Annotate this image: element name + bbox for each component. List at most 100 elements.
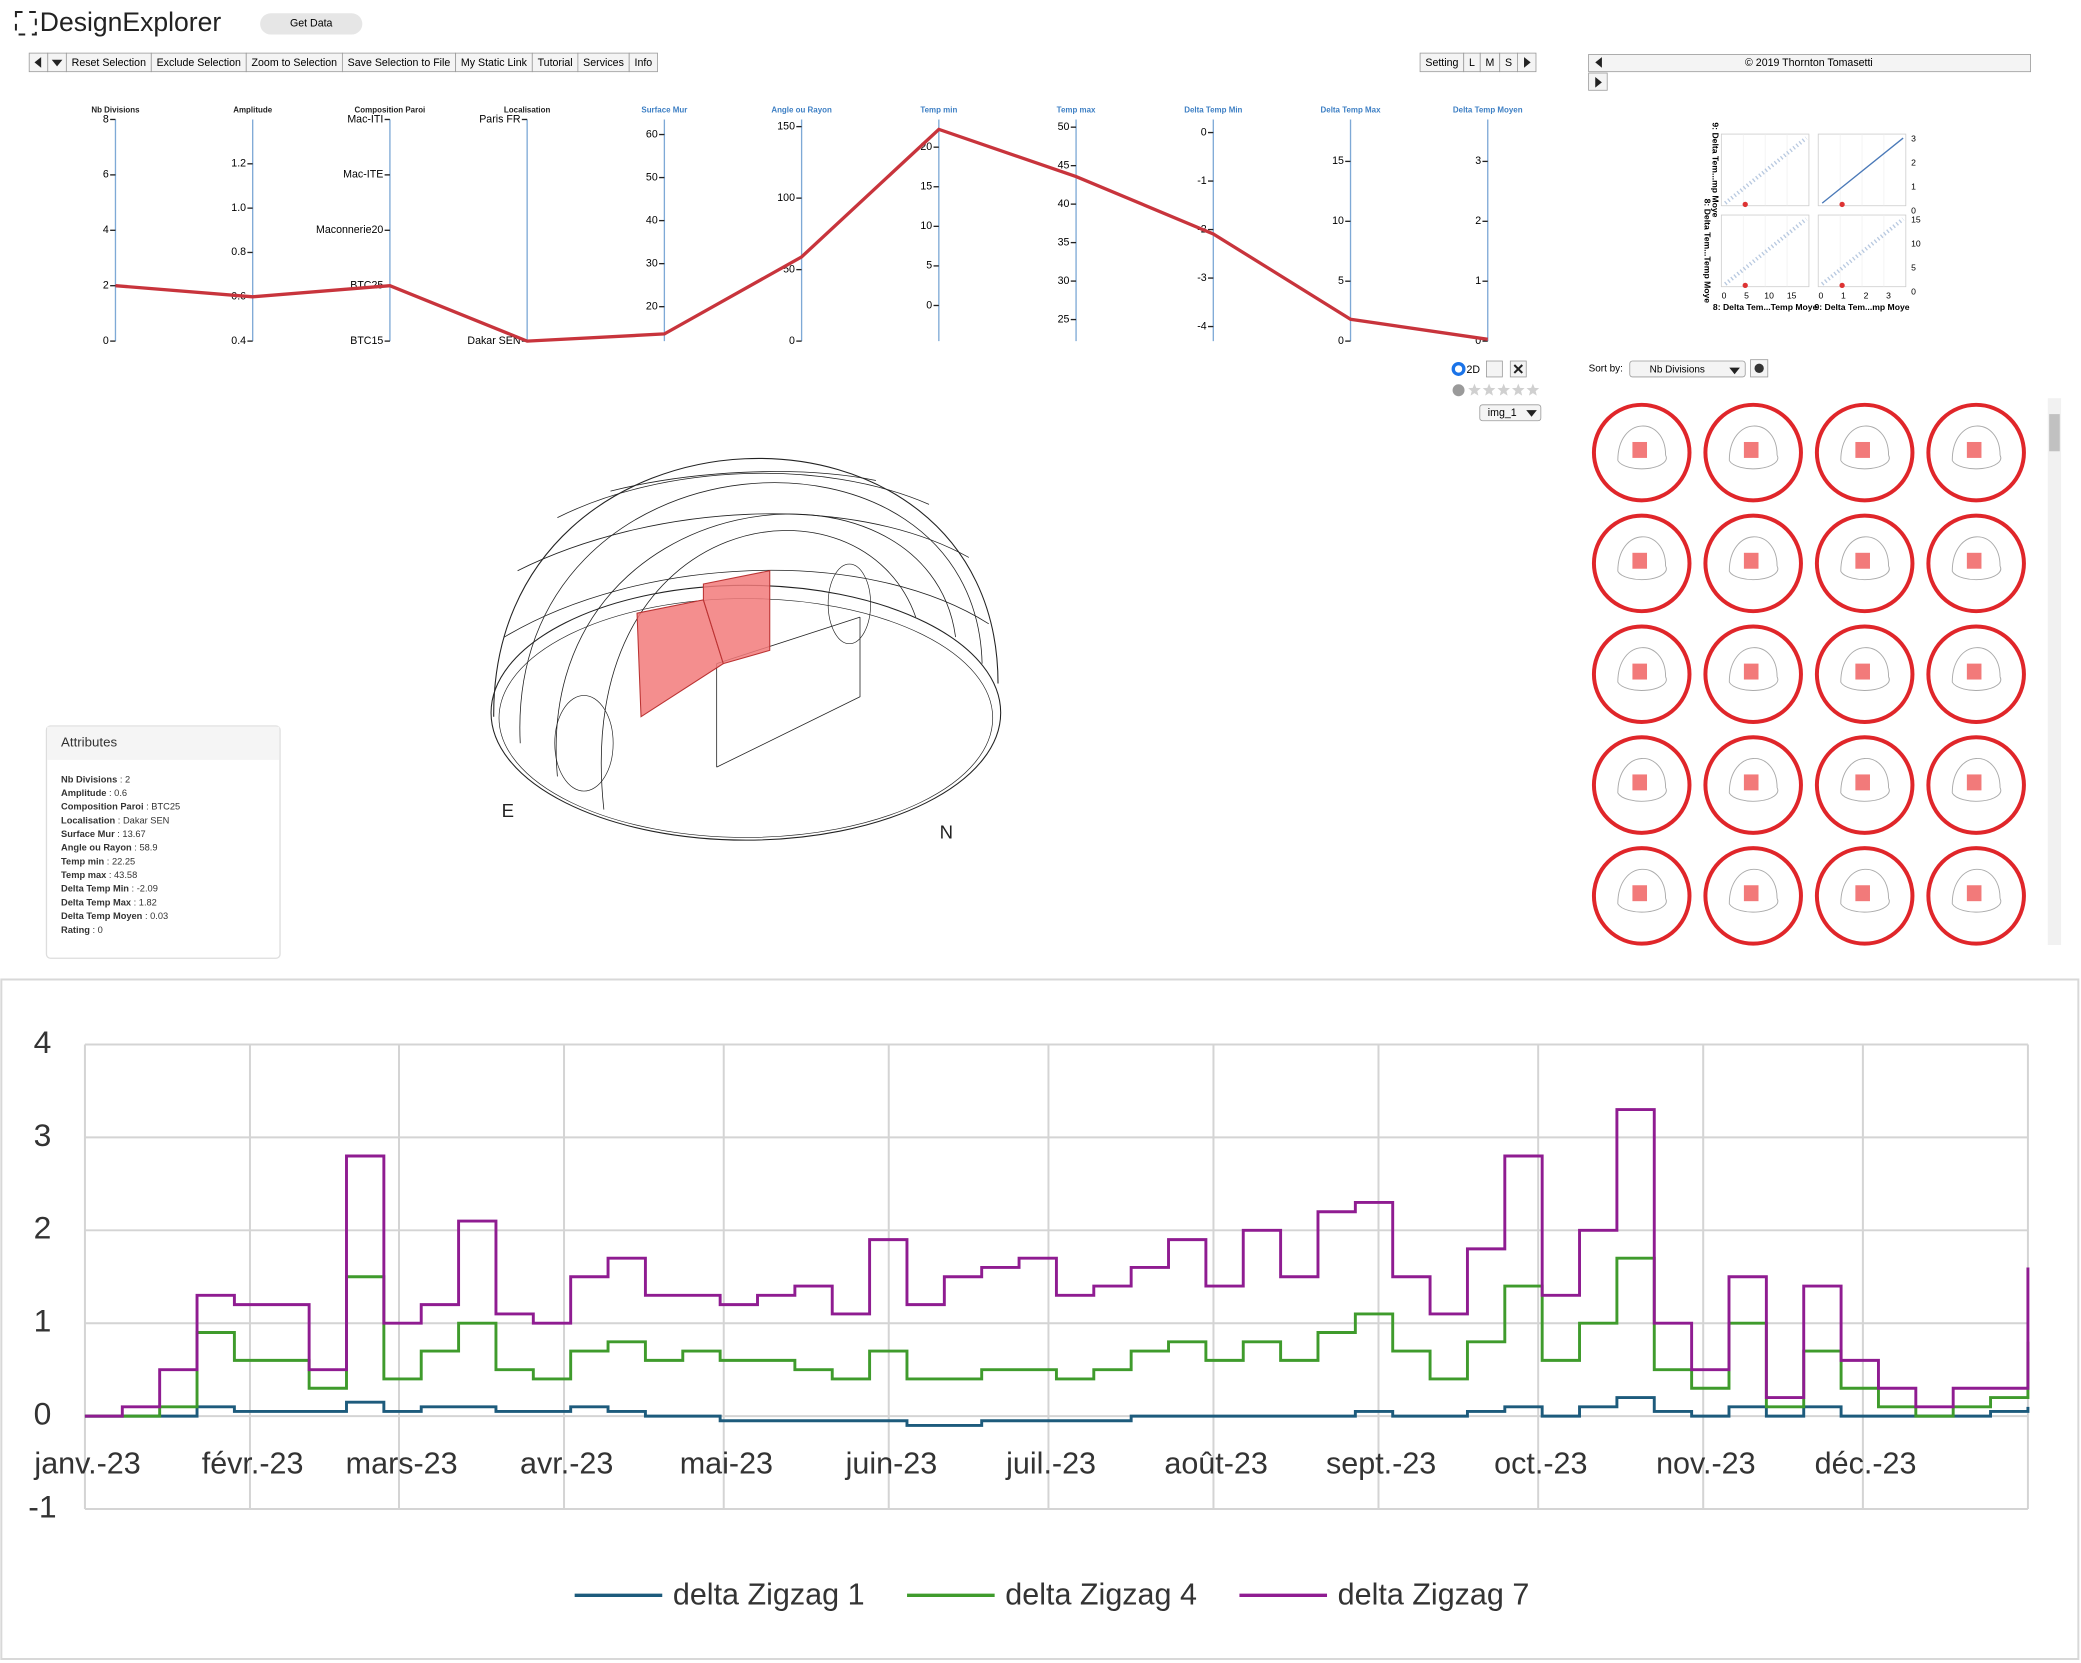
attributes-panel — [45, 725, 281, 959]
thumbnail-panel[interactable] — [1743, 774, 1759, 791]
thumbnail-panel[interactable] — [1966, 552, 1982, 569]
sort-select[interactable] — [1629, 360, 1746, 378]
toolbar-button-label[interactable]: Tutorial — [538, 57, 573, 69]
design-thumbnail[interactable] — [1926, 513, 2026, 614]
toolbar-button-label[interactable]: Zoom to Selection — [252, 57, 338, 69]
thumbnail-panel[interactable] — [1632, 774, 1648, 791]
image-select-caret[interactable] — [1526, 410, 1537, 417]
toolbar-button-label[interactable]: My Static Link — [461, 57, 528, 69]
thumbnail-dome[interactable] — [1840, 425, 1890, 470]
thumbnail-dome[interactable] — [1617, 758, 1667, 802]
rating-star[interactable] — [1468, 383, 1481, 396]
thumbnail-dome[interactable] — [1951, 536, 2002, 581]
toolbar-button-label[interactable]: Save Selection to File — [348, 57, 451, 69]
thumbnail-dome[interactable] — [1951, 425, 2002, 470]
image-select[interactable] — [1479, 404, 1542, 422]
thumbnail-panel[interactable] — [1632, 885, 1648, 902]
thumbnail-panel[interactable] — [1966, 441, 1982, 458]
thumbnail-dome[interactable] — [1617, 647, 1667, 691]
thumbnail-panel[interactable] — [1855, 663, 1870, 680]
credit-prev[interactable] — [1595, 57, 1602, 68]
thumbnail-dome[interactable] — [1840, 758, 1890, 802]
get-data-label[interactable]: Get Data — [290, 18, 333, 30]
image-select-label[interactable]: img_1 — [1488, 407, 1517, 419]
thumbnail-dome[interactable] — [1951, 647, 2002, 691]
thumbnail-panel[interactable] — [1855, 885, 1870, 902]
thumbnail-panel[interactable] — [1966, 774, 1982, 791]
design-thumbnail[interactable] — [1591, 402, 1692, 503]
scatter-y-tick: 3 — [1911, 134, 1916, 144]
thumbnail-dome[interactable] — [1840, 536, 1890, 581]
size-button-label[interactable]: Setting — [1425, 57, 1458, 69]
rating-clear[interactable] — [1452, 384, 1465, 397]
size-button-label[interactable]: M — [1486, 57, 1495, 69]
thumbnail-dome[interactable] — [1728, 868, 1779, 913]
design-thumbnail[interactable] — [1703, 513, 1803, 614]
design-thumbnail[interactable] — [1703, 735, 1803, 835]
close-icon[interactable] — [1513, 364, 1523, 374]
rating-star[interactable] — [1511, 383, 1525, 396]
design-thumbnail[interactable] — [1591, 735, 1692, 835]
thumbnail-dome[interactable] — [1617, 425, 1667, 470]
size-button-label[interactable]: L — [1469, 57, 1475, 69]
sort-caret[interactable] — [1729, 367, 1740, 375]
thumbnail-panel[interactable] — [1632, 663, 1648, 680]
design-thumbnail[interactable] — [1591, 846, 1692, 946]
fullscreen-button[interactable] — [1486, 360, 1503, 378]
toolbar-button-label[interactable]: Services — [583, 57, 624, 69]
gallery-scroll-thumb[interactable] — [2049, 414, 2060, 452]
sort-select-label[interactable]: Nb Divisions — [1650, 364, 1705, 375]
thumbnail-dome[interactable] — [1728, 536, 1779, 581]
thumbnail-panel[interactable] — [1855, 552, 1870, 569]
thumbnail-panel[interactable] — [1743, 552, 1759, 569]
toolbar-button-label[interactable]: Exclude Selection — [157, 57, 241, 69]
mode-radio[interactable] — [1451, 362, 1466, 376]
thumbnail-dome[interactable] — [1728, 758, 1779, 802]
design-thumbnail[interactable] — [1814, 624, 1915, 724]
design-thumbnail[interactable] — [1926, 846, 2026, 946]
design-thumbnail[interactable] — [1703, 624, 1803, 724]
thumbnail-panel[interactable] — [1966, 663, 1982, 680]
thumbnail-panel[interactable] — [1743, 441, 1759, 458]
get-data-button[interactable] — [260, 13, 363, 35]
design-thumbnail[interactable] — [1926, 624, 2026, 724]
thumbnail-dome[interactable] — [1728, 425, 1779, 470]
design-thumbnail[interactable] — [1703, 846, 1803, 946]
design-thumbnail[interactable] — [1926, 402, 2026, 503]
toolbar-button[interactable] — [628, 52, 658, 73]
size-button-label[interactable]: S — [1505, 57, 1512, 69]
thumbnail-panel[interactable] — [1632, 552, 1648, 569]
thumbnail-panel[interactable] — [1855, 774, 1870, 791]
rating-star[interactable] — [1526, 383, 1540, 396]
design-thumbnail[interactable] — [1814, 513, 1915, 614]
design-thumbnail[interactable] — [1814, 846, 1915, 946]
thumbnail-dome[interactable] — [1951, 758, 2002, 802]
thumbnail-dome[interactable] — [1840, 868, 1890, 913]
thumbnail-dome[interactable] — [1840, 647, 1890, 691]
design-thumbnail[interactable] — [1703, 402, 1803, 503]
thumbnail-panel[interactable] — [1743, 663, 1759, 680]
design-thumbnail[interactable] — [1814, 735, 1915, 835]
menu-button-icon[interactable] — [51, 59, 63, 67]
thumbnail-dome[interactable] — [1617, 536, 1667, 581]
thumbnail-panel[interactable] — [1966, 885, 1982, 902]
design-thumbnail[interactable] — [1591, 513, 1692, 614]
toolbar-button-label[interactable]: Reset Selection — [72, 57, 146, 69]
sort-add-icon[interactable] — [1754, 363, 1764, 373]
thumbnail-panel[interactable] — [1632, 441, 1648, 458]
design-thumbnail[interactable] — [1591, 624, 1692, 724]
thumbnail-dome[interactable] — [1617, 868, 1667, 913]
rating-star[interactable] — [1482, 383, 1496, 396]
thumbnail-dome[interactable] — [1951, 868, 2002, 913]
design-thumbnail[interactable] — [1926, 735, 2026, 835]
rating-star[interactable] — [1497, 383, 1510, 396]
thumbnail-panel[interactable] — [1743, 885, 1759, 902]
design-thumbnail[interactable] — [1814, 402, 1915, 503]
thumbnail-panel[interactable] — [1855, 441, 1870, 458]
toolbar-button-label[interactable]: Info — [635, 57, 653, 69]
prev-button-icon[interactable] — [34, 57, 42, 68]
next-button-icon[interactable] — [1524, 57, 1531, 68]
thumbnail-dome[interactable] — [1728, 647, 1779, 691]
mode-label[interactable]: 2D — [1467, 364, 1481, 376]
panel-next-icon[interactable] — [1595, 77, 1602, 88]
